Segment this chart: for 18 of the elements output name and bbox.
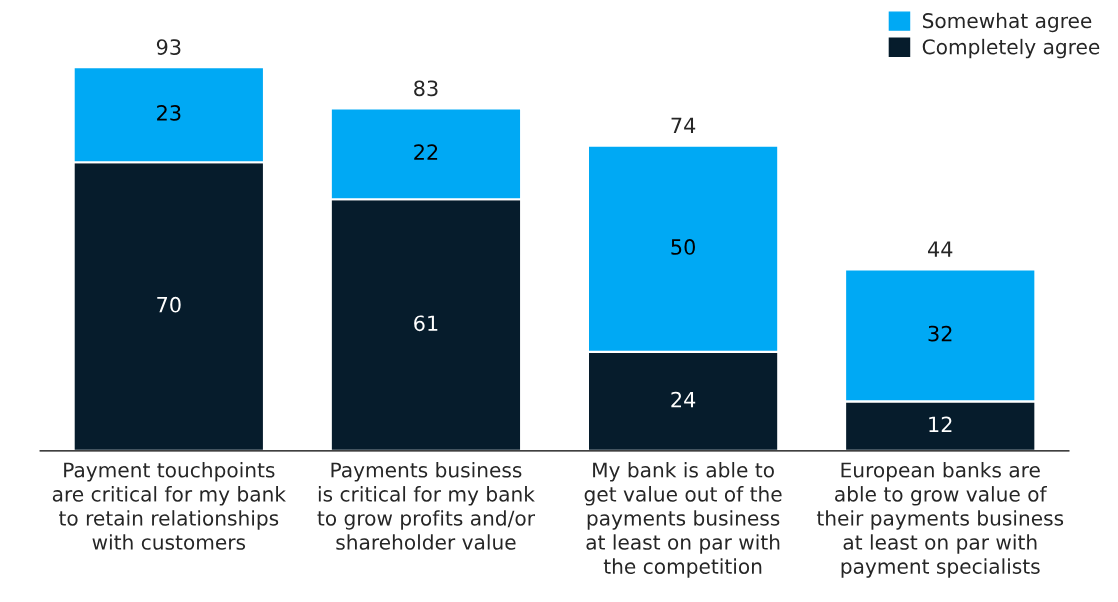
data-label: 32 bbox=[928, 325, 952, 342]
x-tick-label: Payments business is critical for my bank to grow profits and/or shareholder value bbox=[317, 462, 536, 550]
x-tick-label: Payment touchpoints are critical for my bank to retain relationships with customers bbox=[52, 462, 286, 550]
data-label: 50 bbox=[671, 239, 695, 255]
total-label: 44 bbox=[928, 241, 953, 257]
total-label: 74 bbox=[671, 117, 696, 133]
total-label: 83 bbox=[414, 80, 438, 97]
total-label: 93 bbox=[156, 39, 181, 55]
data-label: 24 bbox=[671, 391, 696, 408]
data-label: 61 bbox=[414, 315, 438, 332]
legend-label: Somewhat agree bbox=[922, 12, 1092, 33]
data-label: 70 bbox=[157, 296, 181, 313]
data-label: 22 bbox=[414, 144, 438, 160]
x-tick-label: European banks are able to grow value of their payments business at least on par with payment specialists bbox=[816, 462, 1064, 578]
legend-label: Completely agree bbox=[922, 38, 1100, 59]
x-tick-label: My bank is able to get value out of the payments business at least on par with the competition bbox=[584, 462, 782, 578]
data-label: 23 bbox=[157, 105, 181, 121]
data-label: 12 bbox=[929, 416, 952, 432]
